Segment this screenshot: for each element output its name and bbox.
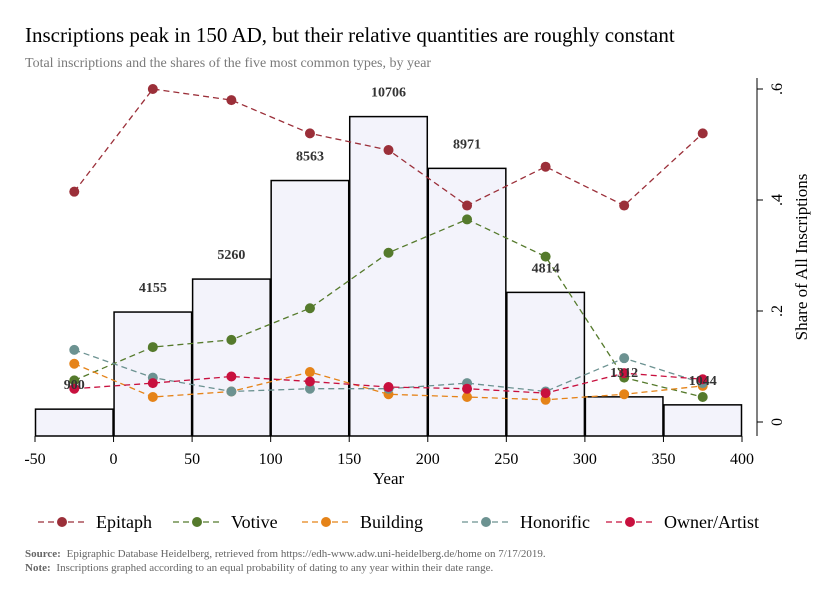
- y-tick-label: 0: [769, 418, 786, 426]
- series-point-owner-artist: [619, 368, 630, 379]
- x-tick-label: 300: [573, 451, 597, 468]
- x-axis-ticks: -50 0 50 100 150 200 250 300 350 400: [24, 436, 754, 468]
- bar-900: [34, 408, 114, 437]
- series-point-owner-artist: [147, 378, 158, 389]
- x-tick-label: -50: [24, 451, 45, 468]
- note-text: Inscriptions graphed according to an equ…: [56, 562, 493, 574]
- y-tick-label: .6: [769, 83, 786, 95]
- series-point-owner-artist: [462, 383, 473, 394]
- bar-value-label: 1044: [689, 374, 717, 389]
- source-label: Source:: [25, 548, 61, 560]
- series-point-votive: [69, 375, 80, 386]
- bar-1044: [663, 404, 743, 437]
- x-tick-label: 350: [651, 451, 675, 468]
- series-point-votive: [462, 214, 473, 225]
- series-point-epitaph: [619, 200, 630, 211]
- x-tick-label: 400: [730, 451, 754, 468]
- legend-label-building: Building: [360, 512, 423, 532]
- bar-value-label: 8971: [453, 137, 481, 152]
- bar-labels-layer: 900 4155 5260 8563 10706 8971 4814 1312 1044: [64, 86, 717, 394]
- bar-4814: [506, 291, 586, 437]
- series-point-honorific: [304, 383, 315, 394]
- x-tick-label: 250: [494, 451, 518, 468]
- series-point-owner-artist: [304, 376, 315, 387]
- legend-marker-votive: [192, 517, 202, 527]
- bar-value-label: 4155: [139, 281, 167, 296]
- bar-value-label: 4814: [532, 261, 560, 276]
- bar-5260: [191, 278, 271, 437]
- series-point-building: [619, 389, 630, 400]
- series-point-owner-artist: [226, 371, 237, 382]
- note-label: Note:: [25, 562, 51, 574]
- method-note: Note: Inscriptions graphed according to …: [25, 562, 493, 574]
- legend-marker-owner-artist: [625, 517, 635, 527]
- x-tick-label: 150: [337, 451, 361, 468]
- series-point-votive: [697, 392, 708, 403]
- source-note: Source: Epigraphic Database Heidelberg, …: [25, 548, 546, 560]
- series-line-building: [74, 363, 703, 401]
- legend-label-owner-artist: Owner/Artist: [664, 512, 759, 532]
- series-point-votive: [540, 251, 551, 262]
- bar-value-label: 900: [64, 378, 85, 393]
- series-point-honorific: [226, 386, 237, 397]
- series-point-building: [69, 358, 80, 369]
- series-point-owner-artist: [540, 388, 551, 399]
- series-point-epitaph: [304, 128, 315, 139]
- series-point-building: [304, 367, 315, 378]
- series-point-epitaph: [383, 145, 394, 156]
- legend-label-honorific: Honorific: [520, 512, 590, 532]
- bar-value-label: 5260: [217, 248, 245, 263]
- series-point-epitaph: [226, 95, 237, 106]
- legend-marker-honorific: [481, 517, 491, 527]
- legend-marker-epitaph: [57, 517, 67, 527]
- y-tick-label: .2: [769, 305, 786, 317]
- series-point-owner-artist: [383, 382, 394, 393]
- x-tick-label: 50: [184, 451, 200, 468]
- chart-subtitle: Total inscriptions and the shares of the…: [25, 56, 431, 71]
- legend-label-epitaph: Epitaph: [96, 512, 152, 532]
- series-point-votive: [147, 342, 158, 353]
- legend-marker-building: [321, 517, 331, 527]
- series-point-epitaph: [462, 200, 473, 211]
- series-point-epitaph: [540, 161, 551, 172]
- x-tick-label: 100: [259, 451, 283, 468]
- legend-label-votive: Votive: [231, 512, 278, 532]
- legend: Epitaph Votive Building Honorific Owner/Arti…: [38, 512, 759, 532]
- series-point-owner-artist: [697, 374, 708, 385]
- series-point-epitaph: [69, 186, 80, 197]
- right-y-axis-title: Share of All Inscriptions: [792, 174, 811, 341]
- series-point-epitaph: [147, 84, 158, 94]
- series-point-building: [147, 392, 158, 403]
- x-tick-label: 0: [110, 451, 118, 468]
- series-point-building: [462, 392, 473, 403]
- x-tick-label: 200: [416, 451, 440, 468]
- source-text: Epigraphic Database Heidelberg, retrieve…: [67, 548, 546, 560]
- series-point-votive: [226, 334, 237, 345]
- bar-1312: [584, 396, 664, 437]
- bar-value-label: 10706: [371, 86, 406, 101]
- bars-layer: [34, 115, 743, 437]
- series-point-honorific: [619, 353, 630, 364]
- right-y-axis-ticks: 0 .2 .4 .6: [757, 83, 786, 426]
- chart-title: Inscriptions peak in 150 AD, but their r…: [25, 23, 675, 47]
- bar-value-label: 8563: [296, 150, 324, 165]
- series-point-epitaph: [697, 128, 708, 139]
- series-point-votive: [383, 247, 394, 258]
- series-point-votive: [304, 303, 315, 314]
- x-axis-title: Year: [373, 469, 405, 488]
- series-point-owner-artist: [69, 383, 80, 394]
- series-lines-layer: [69, 84, 708, 405]
- y-tick-label: .4: [769, 194, 786, 206]
- bar-value-label: 1312: [610, 366, 638, 381]
- series-point-honorific: [69, 344, 80, 355]
